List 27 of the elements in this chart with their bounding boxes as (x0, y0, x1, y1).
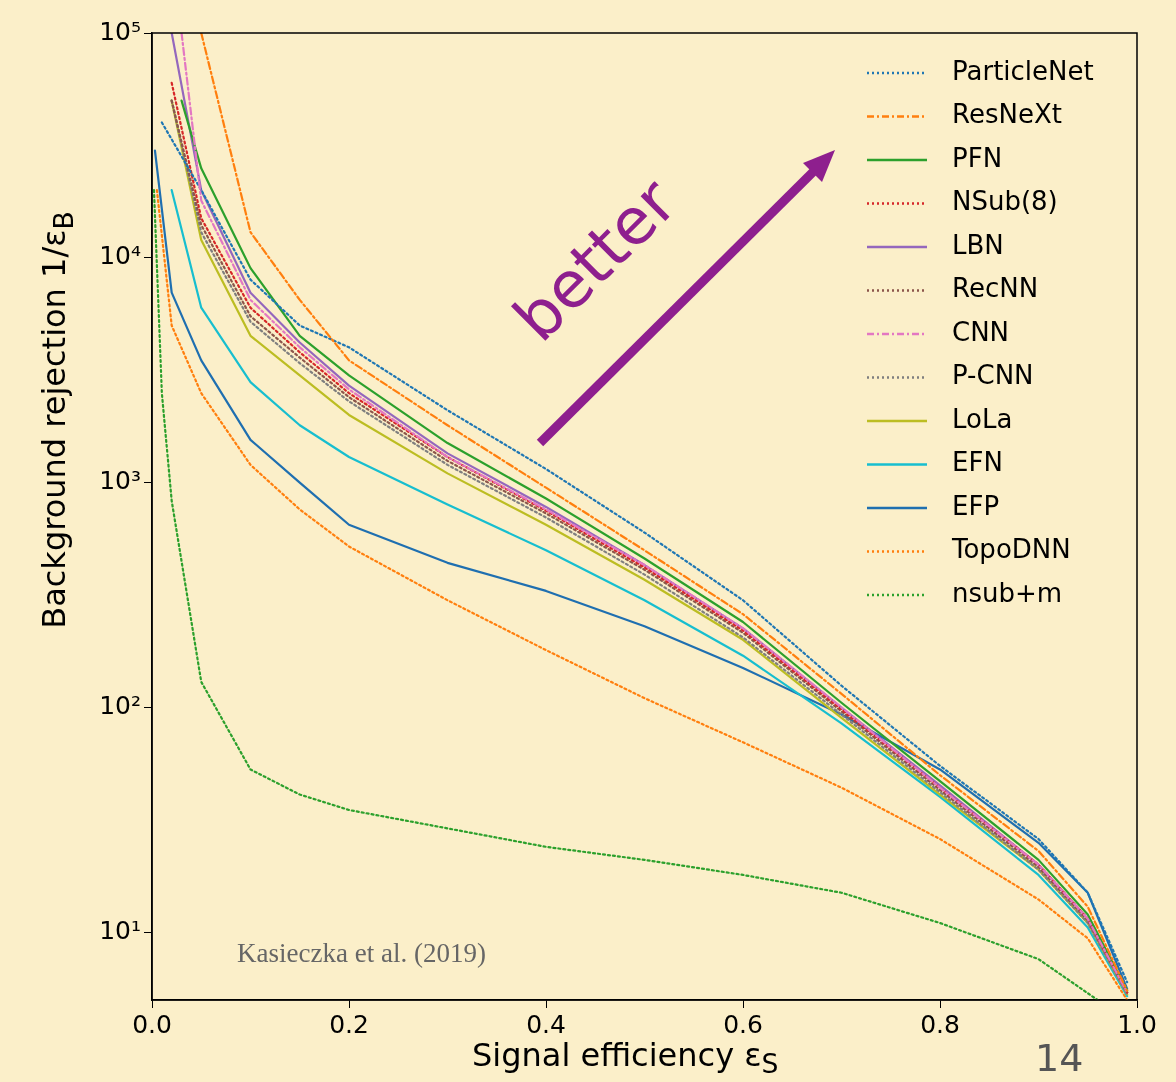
legend-label: LoLa (952, 403, 1013, 434)
annotation: Kasieczka et al. (2019) (237, 938, 486, 969)
legend-label: ResNeXt (952, 99, 1062, 130)
legend-label: ParticleNet (952, 55, 1094, 86)
x-axis-title: Signal efficiency ε$_{S}$ (472, 1036, 779, 1080)
legend-label: EFN (952, 447, 1003, 478)
legend-label: P-CNN (952, 360, 1034, 391)
y-tick-label: 10⁴ (99, 241, 141, 271)
x-tick-label: 1.0 (1117, 1009, 1157, 1039)
x-tick-label: 0.4 (526, 1009, 566, 1039)
legend-label: CNN (952, 316, 1010, 347)
x-tick-label: 0.8 (920, 1009, 960, 1039)
legend-label: nsub+m (952, 577, 1063, 608)
x-tick-label: 0.6 (723, 1009, 763, 1039)
y-tick-label: 10⁵ (99, 16, 141, 46)
legend-label: RecNN (952, 273, 1039, 304)
y-tick-label: 10² (99, 690, 141, 720)
y-tick-label: 10³ (99, 466, 141, 496)
legend-label: PFN (952, 142, 1003, 173)
x-tick-label: 0.0 (132, 1009, 172, 1039)
legend-label: TopoDNN (951, 534, 1071, 565)
text: 14 (1035, 1036, 1084, 1080)
legend-label: EFP (952, 490, 1000, 521)
legend-label: NSub(8) (952, 186, 1058, 217)
x-tick-label: 0.2 (329, 1009, 369, 1039)
legend-label: LBN (952, 229, 1004, 260)
y-tick-label: 10¹ (99, 915, 141, 945)
